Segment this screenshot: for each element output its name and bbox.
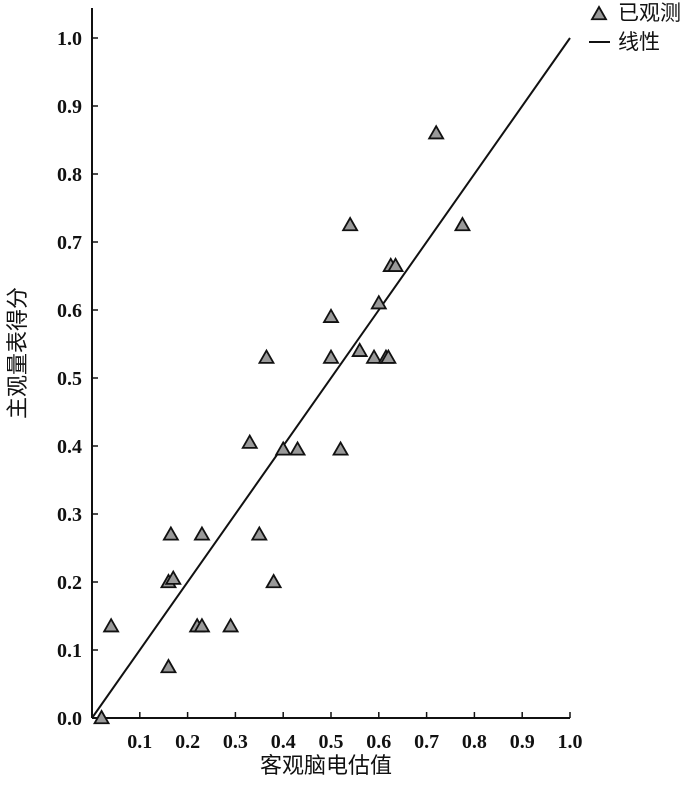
y-axis-title: 主观量表得分: [6, 287, 31, 419]
y-tick-label: 0.4: [57, 436, 82, 458]
data-point: [250, 525, 268, 541]
observed-points-layer: [93, 124, 472, 725]
data-point: [93, 709, 111, 725]
x-tick-label: 0.9: [510, 731, 535, 753]
y-tick-label: 0.9: [57, 96, 82, 118]
data-point: [222, 617, 240, 633]
data-point: [274, 440, 292, 456]
y-tick-label: 0.7: [57, 232, 82, 254]
data-point: [164, 569, 182, 585]
data-point: [159, 658, 178, 674]
x-tick-label: 0.7: [414, 731, 439, 753]
data-point: [370, 294, 388, 310]
data-point: [193, 617, 211, 633]
y-tick-label: 0.5: [57, 368, 82, 390]
data-point: [257, 348, 276, 364]
legend-label-observed: 已观测: [618, 1, 681, 25]
legend-label-linear: 线性: [618, 30, 660, 54]
data-point: [453, 216, 472, 232]
x-tick-label: 0.1: [127, 731, 152, 753]
data-point: [365, 348, 383, 364]
x-tick-label: 0.8: [462, 731, 487, 753]
data-point: [162, 525, 180, 541]
y-tick-label: 0.1: [57, 640, 82, 662]
data-point: [193, 525, 211, 541]
legend-triangle-marker: [590, 5, 608, 21]
data-point: [379, 348, 397, 364]
x-tick-label: 0.4: [271, 731, 296, 753]
data-point: [241, 433, 259, 449]
x-axis-title: 客观脑电估值: [260, 754, 392, 779]
x-tick-label: 0.5: [319, 731, 344, 753]
y-tick-label: 0.0: [57, 708, 82, 730]
data-point: [288, 440, 307, 456]
linear-fit-layer: [91, 37, 571, 719]
data-point: [341, 216, 359, 232]
y-tick-label: 0.6: [57, 300, 82, 322]
x-tick-label: 0.2: [175, 731, 200, 753]
data-point: [265, 573, 283, 589]
x-tick-label: 0.3: [223, 731, 248, 753]
data-point: [102, 617, 120, 633]
y-tick-label: 0.3: [57, 504, 82, 526]
data-point: [427, 124, 445, 140]
y-axis-ticks: 0.0 0.1 0.2 0.3 0.4 0.5 0.6 0.7 0.8 0.9 1.0: [57, 28, 98, 730]
y-tick-label: 1.0: [57, 28, 82, 50]
data-point: [386, 256, 405, 272]
data-point: [322, 348, 340, 364]
y-tick-label: 0.8: [57, 164, 82, 186]
data-point: [351, 341, 369, 357]
data-point: [332, 440, 350, 456]
legend-triangle-icon: [590, 5, 608, 21]
y-tick-label: 0.2: [57, 572, 82, 594]
x-tick-label: 0.6: [366, 731, 391, 753]
data-point: [322, 307, 340, 323]
linear-fit-line: [91, 37, 571, 719]
x-tick-label: 1.0: [558, 731, 583, 753]
x-axis-ticks: 0.1 0.2 0.3 0.4 0.5 0.6 0.7 0.8 0.9 1.0: [127, 712, 583, 753]
legend: 已观测 线性: [589, 1, 681, 54]
